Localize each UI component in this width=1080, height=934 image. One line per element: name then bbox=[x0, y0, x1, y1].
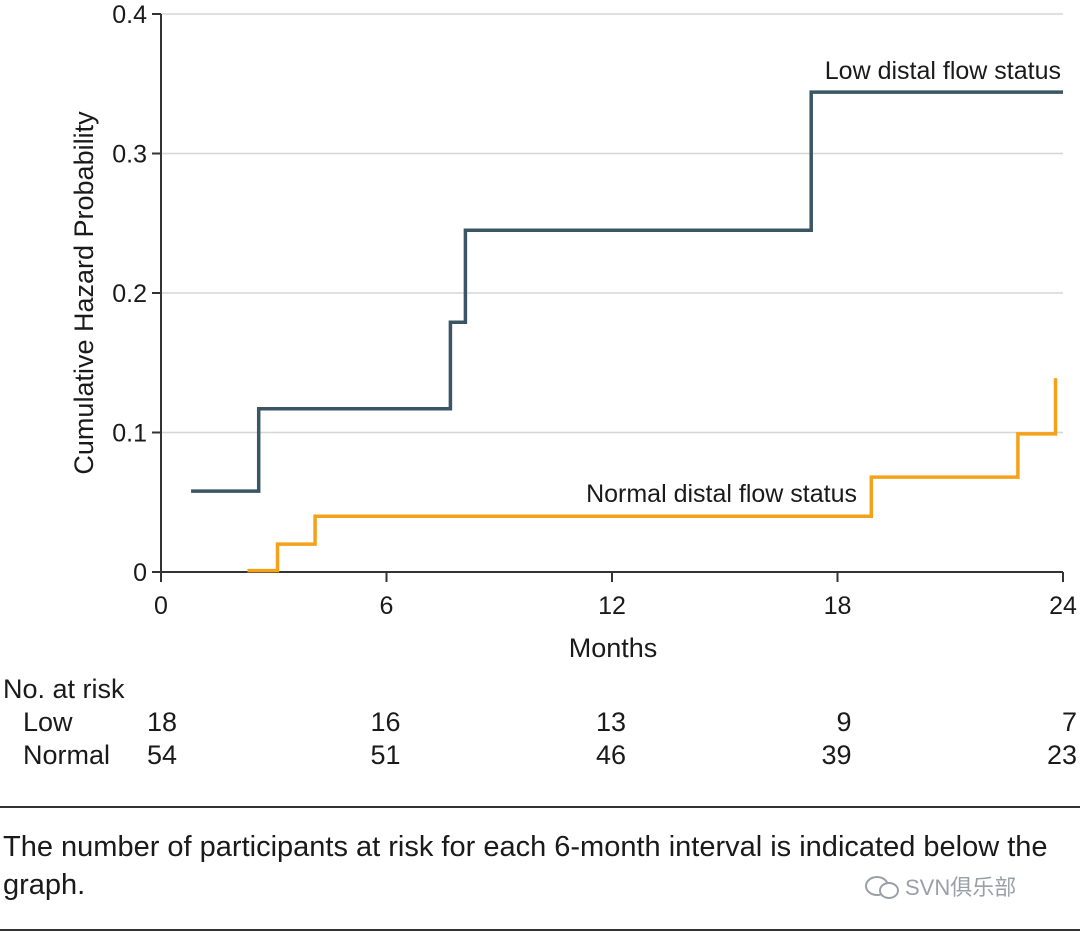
risk-value: 7 bbox=[1062, 707, 1077, 737]
x-tick-label: 0 bbox=[154, 592, 168, 620]
y-tick-label: 0.1 bbox=[112, 420, 147, 448]
figure-caption: The number of participants at risk for e… bbox=[3, 831, 1048, 901]
series-line-normal bbox=[247, 378, 1058, 573]
x-tick-label: 12 bbox=[598, 592, 626, 620]
risk-value: 39 bbox=[821, 740, 851, 770]
risk-value: 16 bbox=[370, 707, 400, 737]
risk-value: 23 bbox=[1047, 740, 1077, 770]
series-label-low: Low distal flow status bbox=[825, 57, 1061, 85]
bottom-rule bbox=[0, 929, 1080, 931]
series-labels: Low distal flow status Normal distal flow… bbox=[586, 57, 1061, 508]
x-tick-label: 6 bbox=[380, 592, 394, 620]
series-line-low bbox=[191, 90, 1063, 493]
x-tick-label: 24 bbox=[1049, 592, 1077, 620]
risk-value: 9 bbox=[836, 707, 851, 737]
risk-value: 18 bbox=[147, 707, 177, 737]
watermark-text: SVN俱乐部 bbox=[905, 875, 1017, 900]
gridlines bbox=[161, 13, 1063, 434]
y-tick-label: 0.4 bbox=[112, 1, 147, 29]
risk-value: 46 bbox=[596, 740, 626, 770]
risk-value: 13 bbox=[596, 707, 626, 737]
watermark: SVN俱乐部 bbox=[865, 870, 1016, 902]
x-axis-title: Months bbox=[569, 633, 658, 663]
y-tick-label: 0.3 bbox=[112, 141, 147, 169]
axes: 0 0.1 0.2 0.3 0.4 0 6 12 18 24 bbox=[112, 1, 1077, 620]
series-lines bbox=[191, 90, 1063, 573]
risk-table-heading: No. at risk bbox=[3, 674, 125, 704]
y-axis-title: Cumulative Hazard Probability bbox=[69, 111, 99, 475]
risk-table: No. at risk Low 18 16 13 9 7 Normal 54 51 46 39 23 bbox=[3, 674, 1077, 770]
series-label-normal: Normal distal flow status bbox=[586, 480, 857, 508]
hazard-chart: 0 0.1 0.2 0.3 0.4 0 6 12 18 24 Low distal flow st… bbox=[3, 1, 1077, 770]
y-tick-label: 0.2 bbox=[112, 280, 147, 308]
risk-value: 51 bbox=[370, 740, 400, 770]
x-tick-label: 18 bbox=[824, 592, 852, 620]
top-rule bbox=[0, 806, 1080, 808]
risk-value: 54 bbox=[147, 740, 177, 770]
wechat-icon bbox=[865, 874, 899, 899]
y-tick-label: 0 bbox=[133, 559, 147, 587]
risk-row-label: Low bbox=[23, 707, 73, 737]
risk-row-label: Normal bbox=[23, 740, 110, 770]
